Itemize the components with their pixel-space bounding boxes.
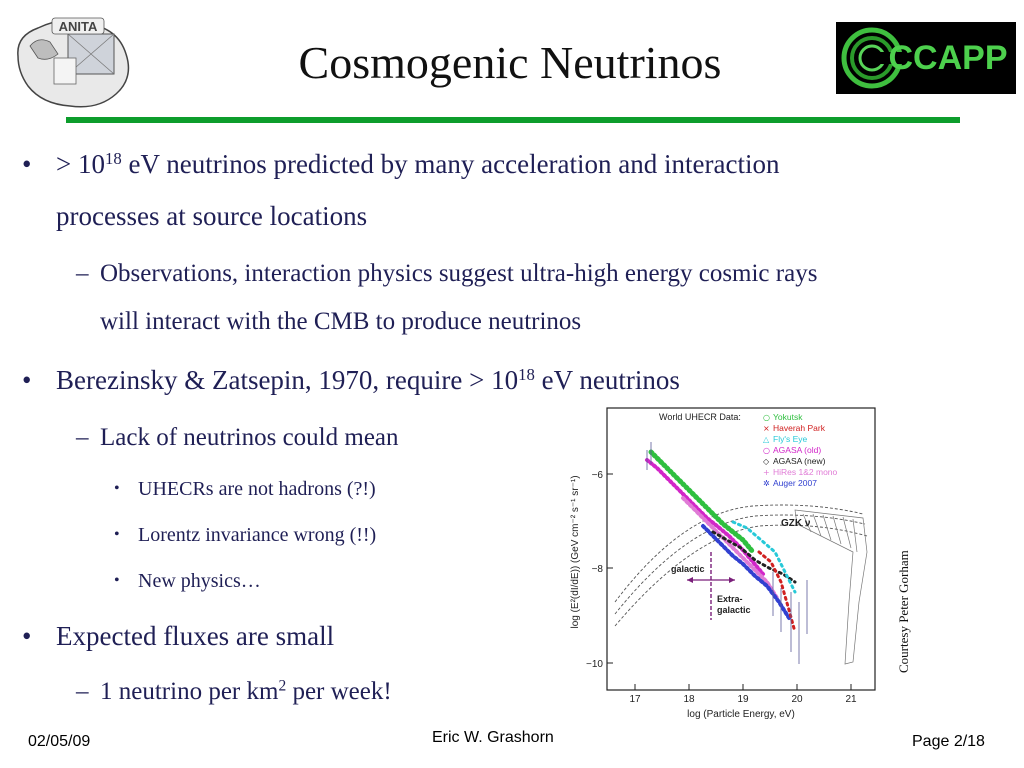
x-tick-label: 20 [791,694,803,705]
legend-entry: Fly's Eye [773,434,807,444]
tertiary-bullet-1-text: UHECRs are not hadrons (?!) [138,478,376,500]
sub-bullet-3-pre: 1 neutrino per km [100,678,279,705]
legend-entry: HiRes 1&2 mono [773,467,838,477]
bullet-1-line-2-text: processes at source locations [56,201,368,231]
bullet-marker: • [114,480,120,497]
bullet-1-sup: 18 [104,148,122,168]
legend-entry: AGASA (old) [773,445,821,455]
legend-entry: AGASA (new) [773,456,826,466]
bullet-marker: • [114,526,120,543]
title-divider [66,117,960,123]
dash-marker: – [76,260,89,287]
y-tick-label: −6 [592,470,604,481]
bullet-2-pre: Berezinsky & Zatsepin, 1970, require > 1… [56,365,519,395]
bullet-2-sup: 18 [518,364,535,384]
galactic-label: galactic [671,564,705,574]
legend-entry: Yokutsk [773,412,803,422]
y-axis-label: log (E²(dI/dE)) (GeV cm⁻² s⁻¹ sr⁻¹) [570,475,581,628]
ccapp-logo: CCAPP [836,22,1016,94]
slide-title: Cosmogenic Neutrinos [298,37,722,88]
legend-symbol: ✲ [763,479,770,488]
legend-symbol: + [763,468,770,477]
dash-marker: – [76,678,89,705]
footer-author: Eric W. Grashorn [432,729,554,746]
y-tick-label: −10 [586,659,603,670]
legend-symbol: ◇ [763,457,770,466]
ccapp-logo-text: CCAPP [888,39,1007,77]
legend-title: World UHECR Data: [659,412,741,422]
x-tick-label: 21 [845,694,857,705]
bullet-1-pre: > 10 [56,149,105,179]
figure-credit-text: Courtesy Peter Gorham [896,550,911,673]
legend-symbol: × [763,424,770,433]
x-axis-label: log (Particle Energy, eV) [687,709,795,720]
y-tick-label: −8 [592,564,604,575]
bullet-marker: • [22,365,32,395]
x-tick-label: 17 [629,694,641,705]
anita-logo-text: ANITA [59,19,98,34]
bullet-marker: • [114,572,120,589]
x-tick-label: 19 [737,694,749,705]
bullet-marker: • [22,621,32,651]
sub-bullet-3-sup: 2 [278,677,287,695]
sub-bullet-3-post: per week! [286,678,392,705]
footer-page-number: Page 2/18 [912,733,985,750]
bullet-marker: • [22,149,32,179]
legend-entry: Auger 2007 [773,478,817,488]
footer-date: 02/05/09 [28,733,91,750]
bullet-1-post: eV neutrinos predicted by many accelerat… [121,149,780,179]
uhecr-spectrum-figure: −6 −8 −10 17 18 19 20 21 log (Particle E… [563,402,879,722]
legend-symbol: △ [763,435,770,444]
anita-logo: ANITA [17,17,130,108]
x-tick-label: 18 [683,694,695,705]
bullet-2-text: Berezinsky & Zatsepin, 1970, require > 1… [56,354,986,406]
sub-bullet-3-text: 1 neutrino per km2 per week! [100,668,540,716]
tertiary-bullet-3-text: New physics… [138,570,261,592]
sub-bullet-1-line-2-text: will interact with the CMB to produce ne… [100,308,582,335]
sub-bullet-2-text: Lack of neutrinos could mean [100,424,399,451]
extra-galactic-label: galactic [717,605,751,615]
gzk-label: GZK ν [781,518,811,529]
bullet-3-text: Expected fluxes are small [56,621,335,651]
figure-credit: Courtesy Peter Gorham [894,515,918,675]
extra-galactic-label: Extra- [717,594,743,604]
tertiary-bullet-2-text: Lorentz invariance wrong (!!) [138,524,377,546]
legend-symbol: ○ [763,413,770,422]
legend-symbol: ○ [763,446,770,455]
legend-entry: Haverah Park [773,423,826,433]
bullet-2-post: eV neutrinos [534,365,680,395]
sub-bullet-1-text: Observations, interaction physics sugges… [100,260,818,287]
dash-marker: – [76,424,89,451]
bullet-1-text: > 1018 eV neutrinos predicted by many ac… [56,138,986,190]
